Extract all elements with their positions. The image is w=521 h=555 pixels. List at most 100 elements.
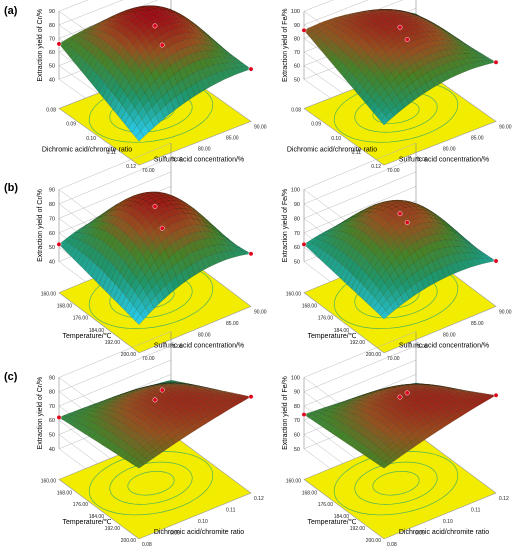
x-axis-label: Dichromic acid/chromite ratio: [287, 147, 377, 154]
x-tick-label: 176.00: [318, 502, 334, 508]
z-tick-label: 60: [294, 64, 300, 70]
z-tick-label: 100: [291, 187, 300, 193]
design-point: [249, 252, 253, 256]
y-tick-label: 70.00: [387, 168, 400, 174]
design-point: [494, 393, 498, 397]
x-tick-label: 160.00: [286, 292, 302, 298]
z-axis-label: Extraction yield of Fe/%: [282, 189, 289, 263]
y-tick-label: 90.00: [254, 309, 267, 315]
z-tick-label: 90: [49, 375, 55, 381]
design-point: [57, 242, 61, 246]
panel-label-c: (c): [4, 371, 18, 383]
x-tick-label: 0.12: [126, 164, 136, 170]
y-tick-label: 0.08: [142, 542, 152, 548]
z-tick-label: 100: [291, 375, 300, 381]
x-tick-label: 200.00: [366, 538, 382, 544]
design-point: [249, 67, 253, 71]
design-point: [405, 220, 409, 224]
z-axis-label: Extraction yield of Fe/%: [282, 8, 289, 82]
x-axis-label: Temperature/℃: [62, 333, 111, 340]
y-tick-label: 85.00: [471, 135, 484, 141]
z-tick-label: 60: [294, 433, 300, 439]
z-axis-label: Extraction yield of Cr/%: [37, 377, 44, 450]
x-tick-label: 200.00: [121, 352, 137, 358]
x-tick-label: 0.08: [291, 107, 301, 113]
y-tick-label: 80.00: [198, 146, 211, 152]
design-point: [494, 60, 498, 64]
x-tick-label: 192.00: [105, 340, 121, 346]
y-tick-label: 80.00: [443, 333, 456, 339]
y-tick-label: 85.00: [226, 321, 239, 327]
y-tick-label: 90.00: [499, 124, 512, 130]
design-point: [302, 28, 306, 32]
grid-line: [304, 346, 416, 392]
x-axis-label: Temperature/℃: [307, 519, 356, 526]
z-tick-label: 70: [49, 216, 55, 222]
x-tick-label: 192.00: [350, 526, 366, 532]
z-tick-label: 60: [49, 231, 55, 237]
design-point: [153, 204, 157, 208]
x-tick-label: 176.00: [318, 316, 334, 322]
x-tick-label: 168.00: [302, 304, 318, 310]
design-point: [57, 42, 61, 46]
y-tick-label: 0.10: [443, 519, 453, 525]
z-tick-label: 40: [49, 447, 55, 453]
y-tick-label: 90.00: [254, 124, 267, 130]
z-axis-label: Extraction yield of Cr/%: [37, 189, 44, 262]
x-tick-label: 168.00: [57, 490, 73, 496]
y-tick-label: 80.00: [198, 333, 211, 339]
x-axis-label: Temperature/℃: [62, 519, 111, 526]
x-tick-label: 192.00: [350, 340, 366, 346]
z-tick-label: 80: [294, 216, 300, 222]
x-tick-label: 160.00: [41, 478, 57, 484]
z-tick-label: 80: [294, 404, 300, 410]
z-tick-label: 60: [49, 418, 55, 424]
z-tick-label: 50: [49, 245, 55, 251]
y-axis-label: Sulfuric acid concentration/%: [399, 156, 489, 163]
design-point: [249, 395, 253, 399]
z-tick-label: 50: [294, 447, 300, 453]
x-tick-label: 0.08: [46, 107, 56, 113]
y-tick-label: 0.12: [254, 496, 264, 502]
design-point: [494, 259, 498, 263]
design-point: [398, 25, 402, 29]
design-point: [160, 388, 164, 392]
x-tick-label: 0.10: [86, 136, 96, 142]
design-point: [398, 395, 402, 399]
z-tick-label: 50: [294, 260, 300, 266]
y-tick-label: 70.00: [142, 168, 155, 174]
y-axis-label: Dichromic acid/chromite ratio: [399, 529, 489, 536]
z-tick-label: 70: [294, 231, 300, 237]
design-point: [153, 398, 157, 402]
design-point: [398, 211, 402, 215]
z-tick-label: 40: [49, 77, 55, 83]
panel-label-a: (a): [4, 5, 18, 17]
z-tick-label: 90: [294, 390, 300, 396]
z-tick-label: 50: [294, 77, 300, 83]
grid-line: [304, 0, 416, 11]
z-tick-label: 40: [49, 260, 55, 266]
z-tick-label: 60: [294, 245, 300, 251]
z-tick-label: 90: [49, 9, 55, 15]
design-point: [302, 412, 306, 416]
design-point: [57, 415, 61, 419]
x-tick-label: 0.09: [66, 122, 76, 128]
y-tick-label: 85.00: [471, 321, 484, 327]
x-tick-label: 0.10: [331, 136, 341, 142]
z-tick-label: 90: [294, 202, 300, 208]
z-tick-label: 70: [294, 50, 300, 56]
y-axis-label: Sulfuric acid concentration/%: [154, 343, 244, 350]
z-tick-label: 90: [49, 187, 55, 193]
z-tick-label: 60: [49, 50, 55, 56]
design-point: [153, 24, 157, 28]
